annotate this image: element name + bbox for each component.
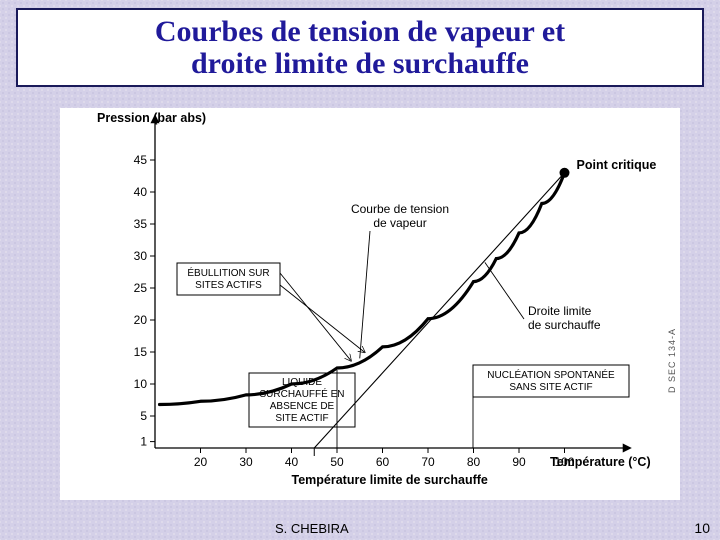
slide: Courbes de tension de vapeur et droite l…: [0, 0, 720, 540]
liquid-l1: LIQUIDE: [282, 377, 322, 388]
title-line2: droite limite de surchauffe: [191, 48, 529, 80]
boiling-arrow-2: [280, 285, 364, 352]
boiling-l1: ÉBULLITION SUR: [187, 266, 269, 279]
title-line1: Courbes de tension de vapeur et: [155, 16, 565, 48]
y-tick-label: 30: [134, 249, 148, 263]
x-axis-label: Température (°C): [550, 455, 651, 469]
y-tick-label: 1: [140, 435, 147, 449]
vapor-curve-label-2: de vapeur: [373, 216, 426, 230]
boiling-l2: SITES ACTIFS: [195, 280, 262, 291]
x-tick-label: 30: [239, 455, 253, 469]
superheat-label-2: de surchauffe: [528, 318, 601, 332]
nucleation-l2: SANS SITE ACTIF: [509, 382, 592, 393]
critical-point-label: Point critique: [577, 158, 657, 172]
y-tick-label: 5: [140, 409, 147, 423]
x-tick-label: 90: [512, 455, 526, 469]
y-tick-label: 45: [134, 153, 148, 167]
x-tick-label: 40: [285, 455, 299, 469]
y-axis-label: Pression (bar abs): [97, 111, 206, 125]
x-tick-label: 60: [376, 455, 390, 469]
x-tick-label: 20: [194, 455, 208, 469]
footer-author: S. CHEBIRA: [275, 521, 349, 536]
y-tick-label: 10: [134, 377, 148, 391]
liquid-l2: SURCHAUFFÉ EN: [259, 387, 344, 400]
boiling-arrow-1: [280, 273, 351, 360]
liquid-l4: SITE ACTIF: [275, 413, 328, 424]
x-tick-label: 70: [421, 455, 435, 469]
vapor-curve-leader: [360, 231, 370, 358]
superheat-label-1: Droite limite: [528, 304, 592, 318]
y-tick-label: 25: [134, 281, 148, 295]
superheat-leader: [485, 262, 524, 319]
y-tick-label: 35: [134, 217, 148, 231]
side-code: D SEC 134-A: [667, 328, 677, 393]
title-box: Courbes de tension de vapeur et droite l…: [16, 8, 704, 87]
footer-page: 10: [694, 520, 710, 536]
chart-svg: 1510152025303540452030405060708090100Pre…: [60, 108, 680, 500]
chart-area: 1510152025303540452030405060708090100Pre…: [60, 108, 680, 500]
critical-point-marker: [560, 168, 570, 178]
y-tick-label: 40: [134, 185, 148, 199]
y-tick-label: 15: [134, 345, 148, 359]
liquid-l3: ABSENCE DE: [270, 401, 335, 412]
x-axis-secondary-label: Température limite de surchauffe: [292, 473, 488, 487]
y-tick-label: 20: [134, 313, 148, 327]
nucleation-l1: NUCLÉATION SPONTANÉE: [487, 368, 615, 381]
x-tick-label: 50: [330, 455, 344, 469]
vapor-curve-label-1: Courbe de tension: [351, 202, 449, 216]
x-tick-label: 80: [467, 455, 481, 469]
